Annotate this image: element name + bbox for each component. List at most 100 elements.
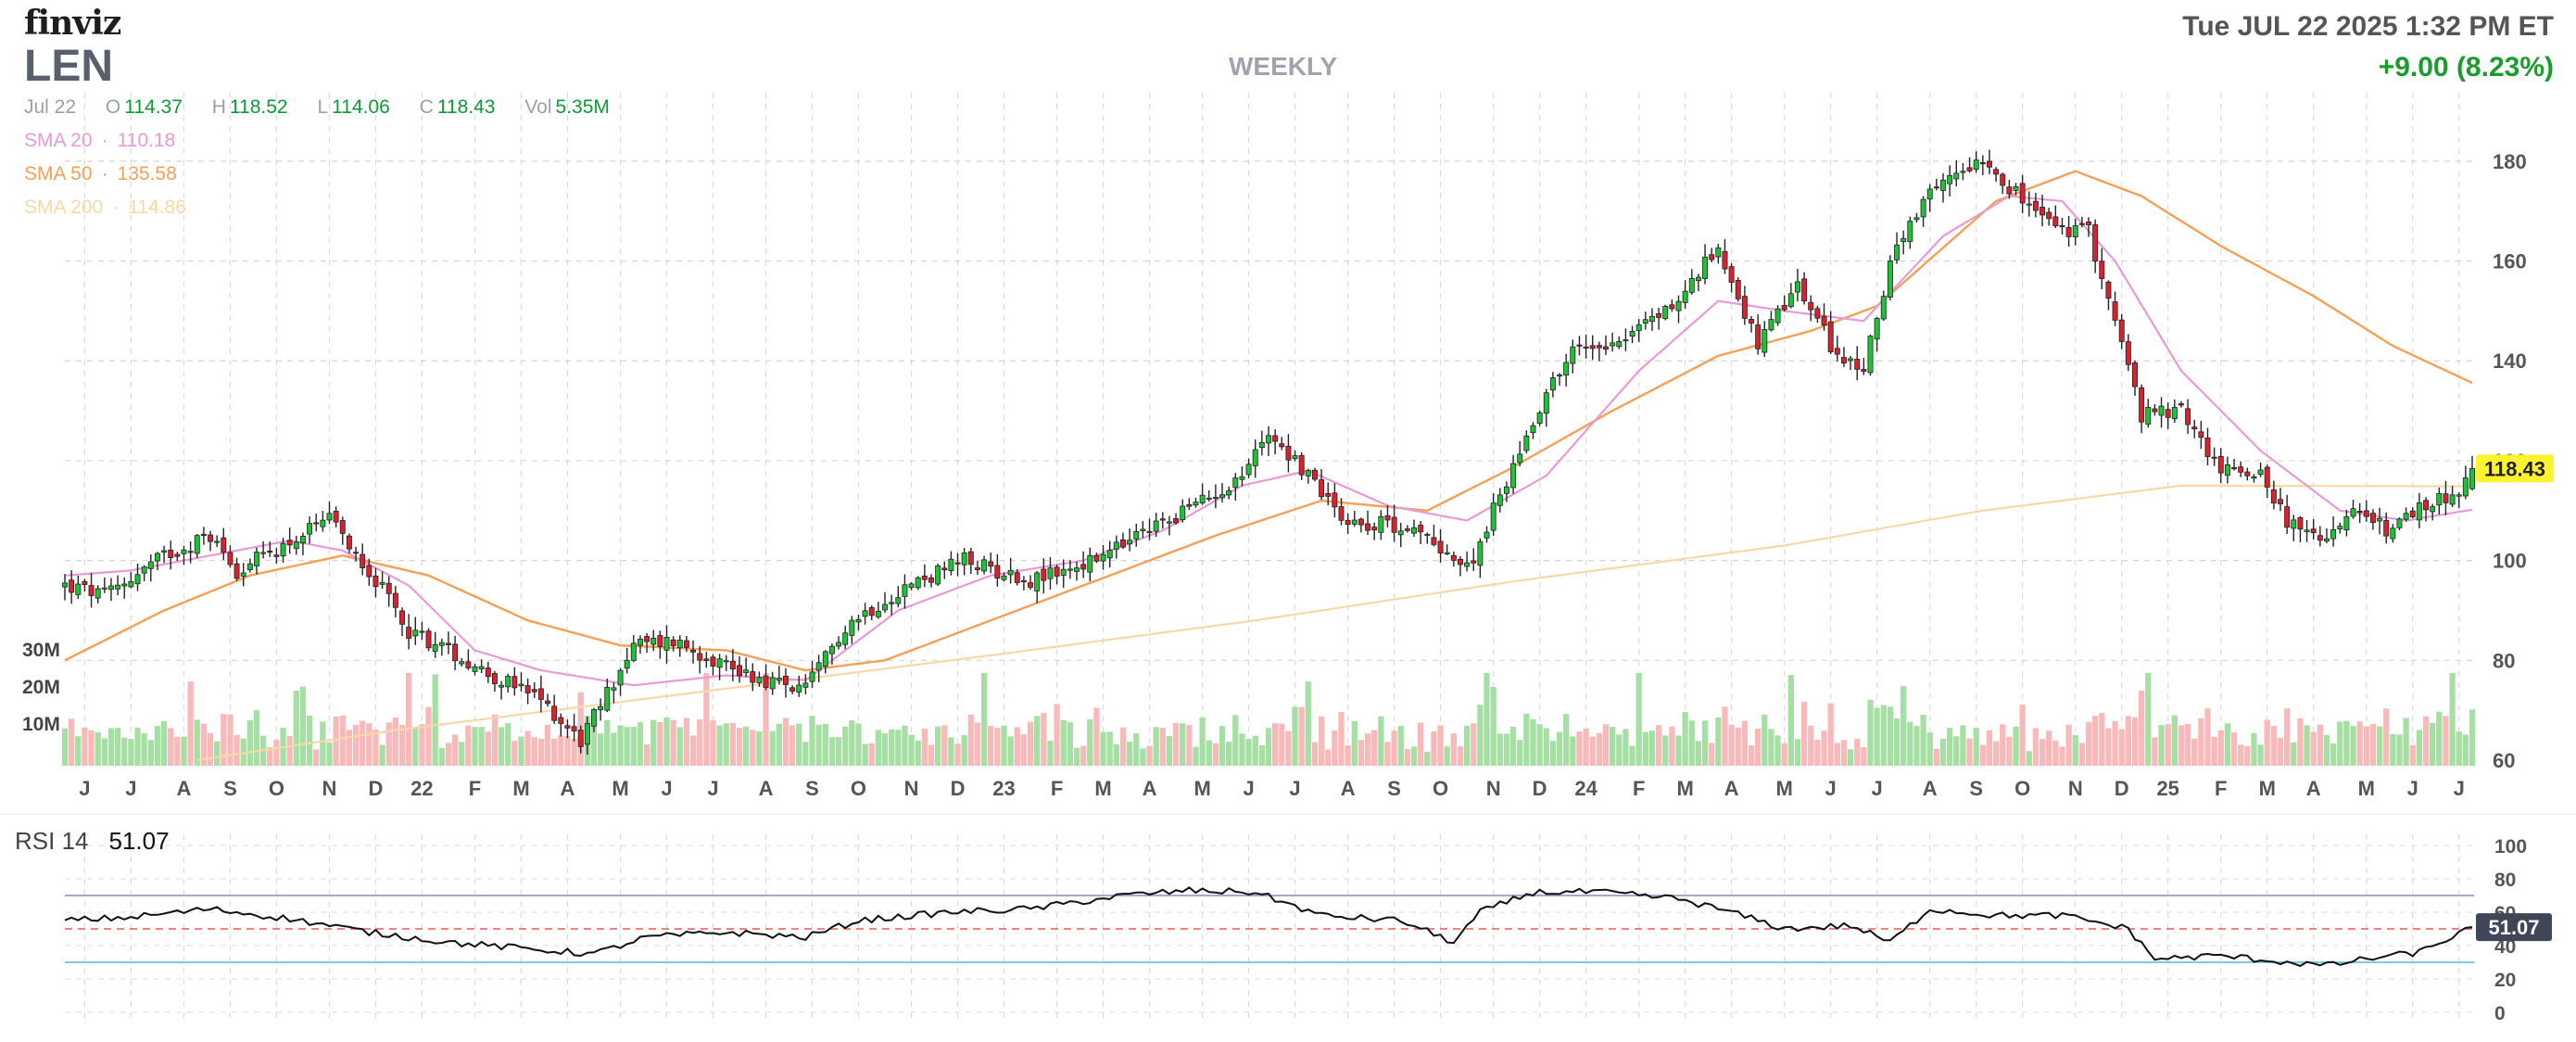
candle-body <box>1867 336 1874 374</box>
volume-bar <box>438 747 445 766</box>
volume-bar <box>2251 732 2257 766</box>
x-tick-label: 23 <box>992 777 1015 800</box>
candle-body <box>1060 568 1067 576</box>
volume-bar <box>994 728 1001 766</box>
x-tick-label: F <box>2215 777 2227 800</box>
low-label: L <box>317 96 329 118</box>
volume-bar <box>1960 725 1966 766</box>
volume-bar <box>459 742 465 766</box>
candle-body <box>882 604 889 611</box>
volume-bar <box>961 734 967 766</box>
candle-body <box>1583 346 1589 349</box>
candle-body <box>154 553 160 562</box>
volume-bar <box>1186 725 1193 766</box>
volume-bar <box>168 728 174 766</box>
candle-body <box>511 676 518 689</box>
volume-bar <box>828 737 836 766</box>
sma50-line <box>64 170 2473 672</box>
volume-bar <box>82 727 88 766</box>
volume-bar <box>1596 732 1603 766</box>
volume-bar <box>2145 673 2152 766</box>
candle-body <box>2072 225 2078 238</box>
candle-body <box>961 552 967 565</box>
candle-body <box>2013 186 2019 191</box>
candle-body <box>1378 515 1384 533</box>
candle-body <box>425 630 432 649</box>
volume-bar <box>1351 720 1357 766</box>
candle-body <box>895 597 902 604</box>
rsi-label: RSI 14 <box>15 827 89 855</box>
price-tick-label: 80 <box>2493 649 2515 672</box>
candle-body <box>2178 403 2184 406</box>
high-label: H <box>211 96 226 118</box>
candle-body <box>147 561 154 569</box>
price-tick-label: 60 <box>2493 749 2515 772</box>
volume-bar <box>1431 731 1437 766</box>
volume-bar <box>1695 741 1702 766</box>
volume-bar <box>564 735 571 766</box>
candle-body <box>360 553 366 568</box>
candle-body <box>921 575 928 580</box>
volume-bar <box>398 725 406 766</box>
volume-bar <box>2118 729 2125 766</box>
rsi-badge-text: 51.07 <box>2488 916 2539 939</box>
volume-bar <box>1655 725 1662 766</box>
volume-bar <box>967 715 974 766</box>
candle-body <box>1186 503 1193 507</box>
volume-bar <box>1471 723 1477 766</box>
candle-body <box>1001 575 1007 580</box>
candle-body <box>1458 558 1463 565</box>
candle-body <box>419 630 425 633</box>
candle-body <box>161 550 168 553</box>
x-tick-label: S <box>1387 777 1401 800</box>
volume-bar <box>1199 717 1206 766</box>
finviz-logo[interactable]: finviz <box>24 4 121 43</box>
candle-body <box>2284 506 2291 528</box>
candle-body <box>445 642 451 646</box>
last-price-badge <box>2476 454 2554 483</box>
candle-body <box>2430 506 2436 513</box>
candle-body <box>1781 304 1787 311</box>
volume-label-10m: 10M <box>22 714 60 735</box>
candle-body <box>2356 511 2363 514</box>
candle-body <box>1212 497 1219 500</box>
candle-body <box>2231 466 2238 470</box>
candle-body <box>1146 530 1153 533</box>
candle-body <box>737 665 742 677</box>
candle-body <box>710 656 716 667</box>
candle-body <box>168 550 174 558</box>
candle-body <box>1993 169 2000 175</box>
volume-bar <box>412 727 419 766</box>
candle-body <box>796 684 802 693</box>
candle-body <box>1880 296 1887 320</box>
volume-bar <box>868 743 875 766</box>
volume-bar <box>2257 744 2264 766</box>
candle-body <box>1920 198 1926 218</box>
candle-body <box>1814 308 1821 319</box>
candle-body <box>1907 221 1913 242</box>
x-tick-label: N <box>1486 777 1501 800</box>
x-tick-label: A <box>1341 777 1356 800</box>
volume-bar <box>2125 716 2131 766</box>
candle-body <box>1113 541 1119 550</box>
volume-bar <box>2469 709 2476 766</box>
volume-bar <box>313 749 320 766</box>
candle-body <box>928 577 934 583</box>
x-tick-label: M <box>512 777 529 800</box>
candle-body <box>1067 568 1073 571</box>
volume-bar <box>2026 751 2032 766</box>
candle-body <box>2343 516 2350 531</box>
candle-body <box>558 717 564 724</box>
volume-bar <box>373 730 379 766</box>
candle-body <box>1431 537 1437 545</box>
candle-body <box>756 677 763 683</box>
candle-body <box>2065 227 2072 237</box>
volume-bar <box>1675 735 1682 766</box>
volume-bar <box>2323 734 2330 766</box>
volume-bar <box>1252 735 1258 766</box>
candle-body <box>1695 276 1701 281</box>
sma200-path <box>196 484 2472 762</box>
x-tick-label: A <box>1143 777 1157 800</box>
candle-body <box>524 685 531 693</box>
volume-bar <box>703 673 710 766</box>
